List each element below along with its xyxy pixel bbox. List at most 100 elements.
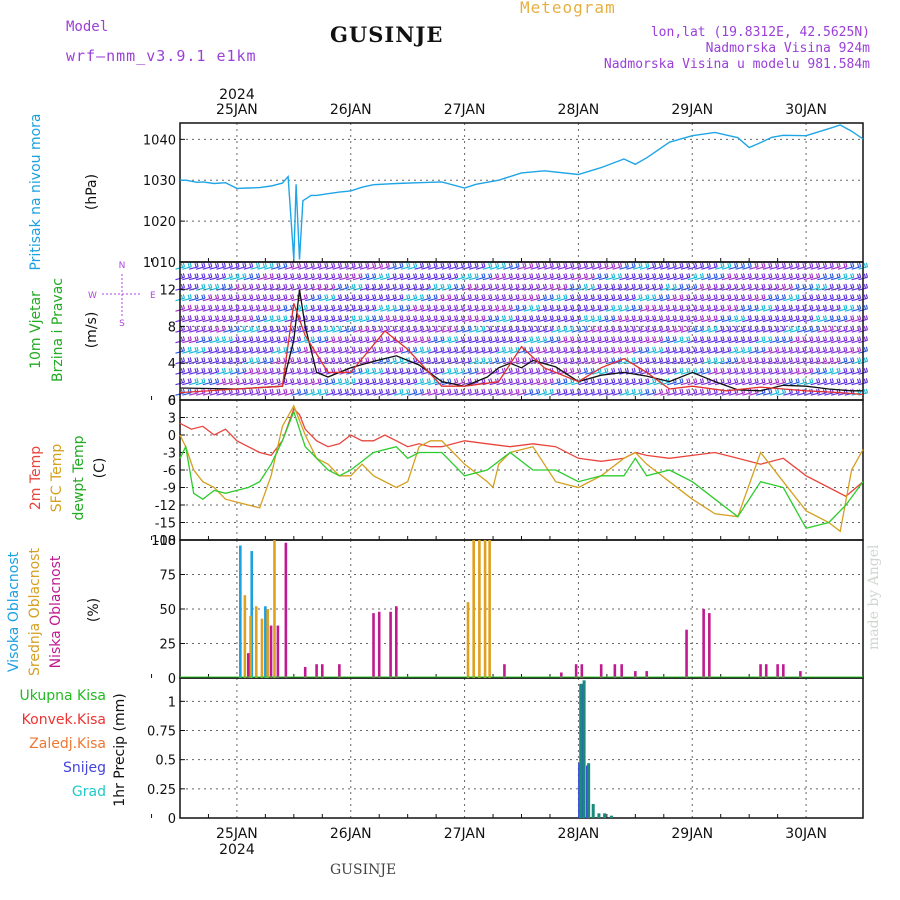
wind-barb bbox=[783, 273, 793, 281]
wind-barb bbox=[448, 346, 459, 354]
wind-barb bbox=[701, 273, 711, 281]
precip-axis-unit: 1hr Precip (mm) bbox=[112, 693, 128, 806]
wind-barb bbox=[776, 262, 787, 270]
wind-barb bbox=[687, 315, 698, 323]
wind-barb bbox=[844, 315, 855, 323]
wind-barb bbox=[516, 378, 527, 386]
wind-barb bbox=[503, 315, 513, 323]
wind-barb bbox=[257, 304, 267, 312]
wind-barb bbox=[530, 346, 541, 354]
bar-ukupna-kisa bbox=[609, 815, 613, 818]
wind-barb bbox=[831, 283, 841, 291]
wind-barb bbox=[639, 346, 650, 354]
wind-barb bbox=[660, 304, 670, 312]
wind-barb bbox=[441, 304, 452, 312]
wind-barb bbox=[810, 294, 821, 302]
wind-barb bbox=[646, 262, 657, 270]
bar-niska-oblacnost bbox=[389, 611, 392, 678]
wind-barb bbox=[551, 262, 561, 270]
wind-barb bbox=[571, 262, 582, 270]
wind-barb bbox=[735, 273, 746, 281]
wind-barb bbox=[380, 367, 390, 375]
wind-barb bbox=[632, 283, 643, 291]
wind-barb bbox=[359, 315, 370, 323]
wind-barb bbox=[585, 378, 595, 386]
wind-barb bbox=[414, 336, 425, 344]
wind-barb bbox=[612, 273, 623, 281]
wind-barb bbox=[346, 283, 356, 291]
wind-barb bbox=[216, 325, 227, 333]
wind-barb bbox=[489, 357, 500, 365]
wind-barb bbox=[626, 273, 636, 281]
wind-barb bbox=[619, 378, 629, 386]
wind-barb bbox=[612, 388, 623, 396]
wind-barb bbox=[482, 346, 493, 354]
bar-niska-oblacnost bbox=[377, 611, 381, 678]
wind-barb bbox=[605, 388, 616, 396]
wind-barb bbox=[380, 304, 390, 312]
wind-barb bbox=[844, 367, 855, 375]
wind-barb bbox=[202, 262, 213, 270]
wind-barb bbox=[270, 283, 281, 291]
wind-barb bbox=[318, 315, 329, 323]
wind-barb bbox=[298, 346, 308, 354]
wind-barb bbox=[844, 262, 855, 270]
wind-barb bbox=[393, 315, 404, 323]
wind-barb bbox=[817, 304, 828, 312]
wind-gust-line bbox=[179, 303, 864, 396]
wind-barb bbox=[735, 294, 746, 302]
wind-barb bbox=[475, 283, 486, 291]
lonlat-info: lon,lat (19.8312E, 42.5625N) bbox=[650, 25, 870, 40]
wind-barb bbox=[387, 283, 397, 291]
wind-barb bbox=[837, 304, 848, 312]
wind-barb bbox=[216, 262, 227, 270]
wind-barb bbox=[448, 388, 459, 396]
wind-barb bbox=[393, 283, 404, 291]
wind-barb bbox=[352, 388, 363, 396]
compass-s-label: S bbox=[119, 319, 125, 329]
wind-barb bbox=[407, 336, 418, 344]
wind-barb bbox=[783, 315, 793, 323]
wind-barb bbox=[223, 336, 233, 344]
wind-barb bbox=[557, 294, 568, 302]
wind-barb bbox=[243, 294, 254, 302]
wind-barb bbox=[653, 273, 664, 281]
wind-barb bbox=[332, 273, 343, 281]
wind-barb bbox=[380, 273, 390, 281]
wind-barb bbox=[749, 304, 759, 312]
wind-barb bbox=[448, 336, 459, 344]
wind-barb bbox=[831, 315, 841, 323]
wind-barb bbox=[742, 346, 752, 354]
bar-visoka-oblacnost bbox=[239, 545, 242, 678]
wind-barb bbox=[769, 262, 780, 270]
wind-barb bbox=[571, 304, 582, 312]
wind-barb bbox=[182, 315, 192, 323]
wind-barb bbox=[605, 378, 616, 386]
panel-frame bbox=[179, 122, 864, 263]
wind-barb bbox=[352, 346, 363, 354]
wind-barb bbox=[619, 304, 629, 312]
wind-barb bbox=[257, 315, 267, 323]
wind-barb bbox=[564, 294, 575, 302]
wind-barb bbox=[202, 304, 213, 312]
wind-barb bbox=[311, 336, 322, 344]
wind-barb bbox=[209, 378, 220, 386]
wind-barb bbox=[455, 262, 466, 270]
wind-barb bbox=[721, 315, 732, 323]
wind-barb bbox=[530, 304, 541, 312]
wind-barb bbox=[325, 378, 336, 386]
bar-srednja-oblacnost bbox=[254, 606, 258, 678]
wind-barb bbox=[332, 262, 343, 270]
wind-barb bbox=[421, 388, 431, 396]
wind-barb bbox=[749, 273, 759, 281]
wind-barb bbox=[298, 388, 308, 396]
wind-barb bbox=[373, 388, 384, 396]
wind-barb bbox=[701, 304, 711, 312]
wind-barb bbox=[496, 336, 507, 344]
wind-barb bbox=[831, 378, 841, 386]
wind-barb bbox=[516, 336, 527, 344]
wind-barb bbox=[783, 294, 793, 302]
wind-barb bbox=[755, 336, 766, 344]
wind-barb bbox=[714, 336, 725, 344]
wind-barb bbox=[537, 346, 548, 354]
